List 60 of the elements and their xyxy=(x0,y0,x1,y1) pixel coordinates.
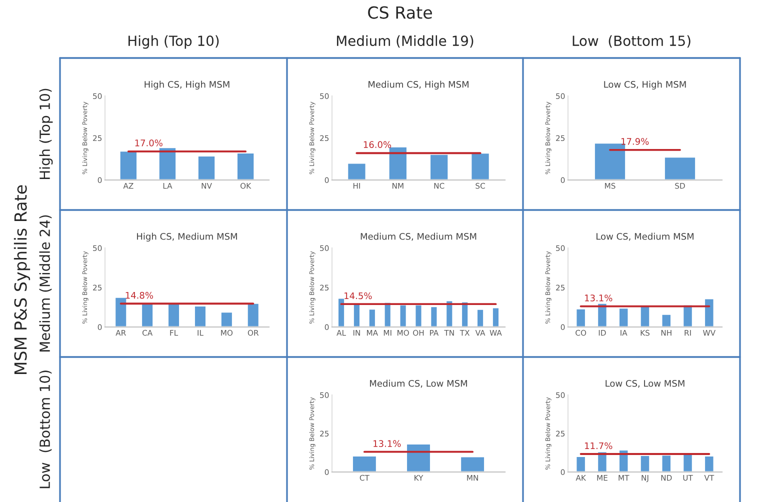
bar xyxy=(618,449,630,472)
bar xyxy=(368,308,376,327)
chart-title: High CS, High MSM xyxy=(144,80,230,90)
ref-line-label: 16.0% xyxy=(364,141,392,148)
text: CS Rate xyxy=(368,6,432,19)
ref-line-label: 11.7% xyxy=(585,442,612,450)
ref-line-label: 17.0% xyxy=(135,140,162,146)
bar xyxy=(704,298,715,327)
bar xyxy=(158,146,177,180)
text: Low (Bottom 10) xyxy=(39,370,52,488)
bar xyxy=(476,308,484,327)
ref-line-label: 14.8% xyxy=(126,292,154,299)
bar xyxy=(682,454,694,472)
bar xyxy=(492,306,500,327)
bar xyxy=(429,153,450,180)
text: MSM P&S Syphilis Rate xyxy=(14,185,30,374)
text: High (Top 10) xyxy=(39,88,53,179)
text: Medium (Middle 24) xyxy=(39,215,52,352)
bar xyxy=(618,307,630,327)
chart-title: Low CS, Medium MSM xyxy=(596,232,694,241)
bar xyxy=(236,152,256,180)
chart-title: High CS, Medium MSM xyxy=(137,232,237,242)
text: High (Top 10) xyxy=(128,35,219,49)
chart-title: Low CS, High MSM xyxy=(604,80,686,90)
text: Low (Bottom 15) xyxy=(572,35,690,48)
bar xyxy=(639,454,651,472)
bar xyxy=(470,152,490,180)
ref-line-label: 17.9% xyxy=(621,138,649,145)
chart-title: Low CS, Low MSM xyxy=(606,380,684,388)
bar xyxy=(352,455,378,472)
text: Medium (Middle 19) xyxy=(336,35,474,48)
bar xyxy=(346,162,367,180)
bar xyxy=(682,304,694,327)
bar xyxy=(660,454,672,472)
bar xyxy=(398,304,408,327)
bar xyxy=(337,297,346,327)
ref-line-label: 14.5% xyxy=(344,292,372,300)
bar xyxy=(575,308,586,327)
bar xyxy=(704,455,715,472)
bar xyxy=(575,456,586,472)
bar xyxy=(430,306,438,327)
bar xyxy=(388,146,408,180)
chart-title: Medium CS, Low MSM xyxy=(370,380,467,388)
bar xyxy=(406,443,432,472)
bar xyxy=(445,300,454,327)
bar xyxy=(460,301,470,327)
chart-title: Medium CS, Medium MSM xyxy=(360,232,476,241)
bar xyxy=(197,155,216,180)
bar xyxy=(352,304,361,327)
bar xyxy=(660,314,672,327)
ref-line-label: 13.1% xyxy=(374,440,401,447)
bar xyxy=(118,150,138,180)
bar xyxy=(596,302,608,327)
bar xyxy=(220,311,234,327)
bar xyxy=(460,456,486,472)
bar xyxy=(246,302,260,327)
ref-line-label: 13.1% xyxy=(585,294,612,302)
bar xyxy=(414,304,423,327)
bar xyxy=(194,305,207,327)
chart-title: Medium CS, High MSM xyxy=(368,80,468,90)
